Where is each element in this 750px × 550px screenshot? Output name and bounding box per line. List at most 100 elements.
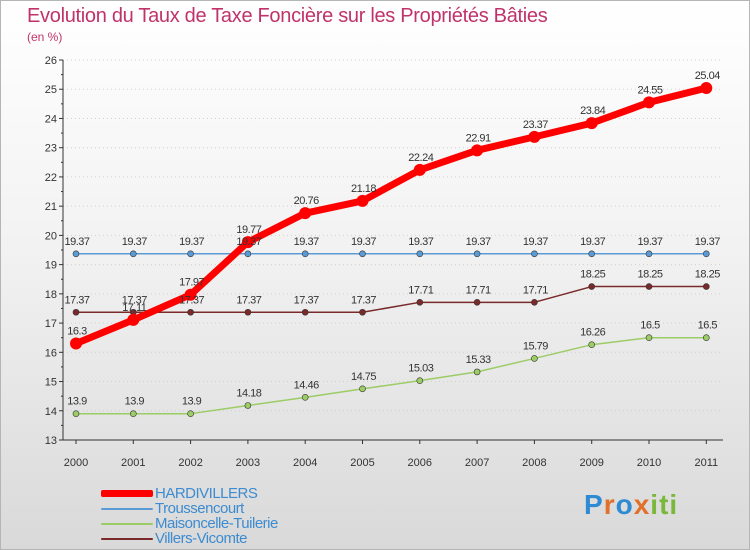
data-label-troussencourt: 19.37: [351, 236, 376, 248]
data-label-hardivillers: 22.24: [408, 152, 433, 164]
data-point-villers-vicomte: [473, 299, 481, 306]
data-point-hardivillers: [299, 207, 312, 220]
logo-letter: t: [659, 489, 670, 520]
data-point-hardivillers: [413, 163, 426, 176]
data-label-troussencourt: 19.37: [64, 236, 89, 248]
data-label-villers-vicomte: 17.37: [64, 294, 89, 306]
data-label-maisoncelle-tuilerie: 13.9: [182, 396, 202, 408]
y-tick-label: 17: [45, 318, 57, 330]
data-point-maisoncelle-tuilerie: [702, 334, 710, 341]
data-label-troussencourt: 19.37: [580, 236, 605, 248]
data-label-villers-vicomte: 17.71: [523, 284, 548, 296]
x-tick-label: 2011: [694, 457, 718, 469]
data-point-troussencourt: [130, 250, 137, 258]
y-tick-label: 22: [45, 172, 57, 184]
data-point-hardivillers: [471, 144, 484, 157]
data-label-troussencourt: 19.37: [122, 236, 147, 248]
data-label-villers-vicomte: 17.37: [351, 294, 376, 306]
data-label-hardivillers: 22.91: [466, 132, 491, 144]
data-point-troussencourt: [72, 250, 80, 258]
data-label-maisoncelle-tuilerie: 15.33: [466, 354, 491, 366]
data-label-troussencourt: 19.37: [695, 236, 720, 248]
data-label-maisoncelle-tuilerie: 13.9: [67, 396, 87, 408]
data-point-hardivillers: [241, 236, 254, 249]
data-point-troussencourt: [702, 250, 710, 258]
x-tick-label: 2010: [637, 457, 661, 469]
legend-label: HARDIVILLERS: [155, 485, 258, 502]
y-tick-label: 23: [45, 143, 57, 155]
data-label-maisoncelle-tuilerie: 15.79: [523, 340, 548, 352]
logo-letter: i: [650, 489, 660, 520]
data-point-troussencourt: [645, 250, 653, 258]
data-point-maisoncelle-tuilerie: [359, 385, 366, 393]
data-label-maisoncelle-tuilerie: 16.5: [640, 320, 660, 332]
data-label-troussencourt: 19.37: [523, 236, 548, 248]
legend-swatch: [101, 523, 153, 525]
data-label-troussencourt: 19.37: [466, 236, 491, 248]
data-label-villers-vicomte: 17.37: [294, 294, 319, 306]
legend-label: Troussencourt: [155, 500, 244, 517]
x-tick-label: 2008: [522, 457, 546, 469]
data-point-maisoncelle-tuilerie: [531, 355, 538, 362]
x-tick-label: 2009: [579, 457, 603, 469]
x-tick-label: 2001: [121, 457, 145, 469]
data-point-hardivillers: [70, 337, 82, 350]
data-point-hardivillers: [184, 288, 197, 301]
data-point-troussencourt: [416, 250, 424, 258]
data-point-troussencourt: [301, 250, 309, 258]
data-label-maisoncelle-tuilerie: 15.03: [408, 363, 433, 375]
y-tick-label: 26: [45, 55, 57, 67]
data-point-troussencourt: [588, 250, 596, 258]
x-tick-label: 2002: [178, 457, 202, 469]
data-label-hardivillers: 25.04: [695, 70, 720, 82]
data-point-villers-vicomte: [702, 283, 710, 290]
logo-letter: i: [669, 489, 679, 520]
y-tick-label: 15: [45, 377, 57, 389]
data-point-villers-vicomte: [244, 308, 252, 316]
data-label-troussencourt: 19.37: [236, 236, 261, 248]
x-tick-label: 2006: [408, 457, 432, 469]
data-point-troussencourt: [531, 250, 538, 258]
data-point-maisoncelle-tuilerie: [244, 402, 252, 409]
data-point-hardivillers: [585, 117, 598, 130]
data-label-villers-vicomte: 17.37: [122, 294, 147, 306]
data-label-maisoncelle-tuilerie: 16.26: [580, 327, 605, 339]
data-label-troussencourt: 19.37: [408, 236, 433, 248]
data-point-troussencourt: [473, 250, 481, 258]
y-tick-label: 24: [45, 113, 57, 125]
data-point-villers-vicomte: [301, 308, 309, 316]
legend-label: Maisoncelle-Tuilerie: [155, 515, 278, 532]
data-label-hardivillers: 21.18: [351, 183, 376, 195]
data-point-maisoncelle-tuilerie: [416, 377, 424, 384]
data-point-hardivillers: [528, 130, 541, 143]
data-label-hardivillers: 16.3: [67, 326, 87, 338]
x-tick-label: 2007: [465, 457, 489, 469]
data-label-hardivillers: 17.11: [122, 302, 147, 314]
data-point-villers-vicomte: [187, 308, 194, 316]
data-label-troussencourt: 19.37: [294, 236, 319, 248]
series-line-maisoncelle-tuilerie: [75, 336, 708, 415]
data-label-maisoncelle-tuilerie: 14.46: [294, 379, 319, 391]
legend-swatch: [101, 490, 153, 497]
series-line-villers-vicomte: [75, 285, 708, 314]
data-label-villers-vicomte: 17.37: [236, 294, 261, 306]
legend-swatch: [101, 538, 153, 540]
data-point-maisoncelle-tuilerie: [72, 410, 80, 417]
data-label-hardivillers: 20.76: [294, 195, 319, 207]
data-point-hardivillers: [356, 194, 369, 207]
y-tick-label: 16: [45, 347, 57, 359]
logo-letter: r: [603, 489, 616, 520]
chart-title: Evolution du Taux de Taxe Foncière sur l…: [27, 5, 548, 27]
x-tick-label: 2000: [64, 457, 88, 469]
data-point-villers-vicomte: [416, 299, 424, 306]
data-point-troussencourt: [359, 250, 366, 258]
data-label-villers-vicomte: 17.71: [466, 284, 491, 296]
y-tick-label: 20: [45, 230, 57, 242]
logo-letter: o: [615, 489, 634, 520]
data-label-hardivillers: 19.77: [236, 224, 261, 236]
legend-label: Villers-Vicomte: [155, 530, 247, 547]
data-point-villers-vicomte: [531, 299, 538, 306]
data-point-maisoncelle-tuilerie: [130, 410, 137, 417]
